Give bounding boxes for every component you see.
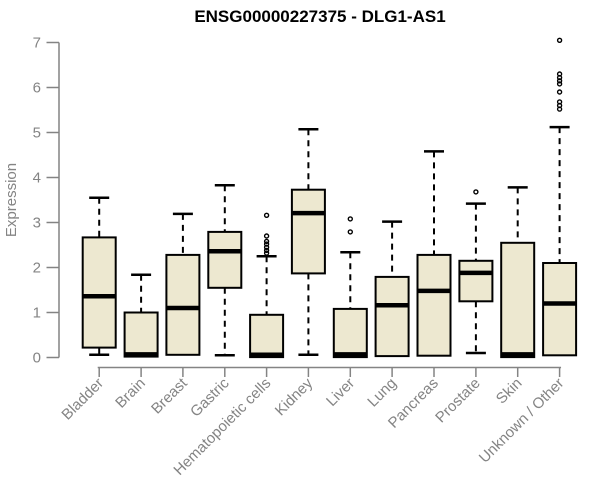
outlier-point: [556, 71, 563, 77]
outlier-point: [263, 233, 270, 239]
y-axis-tick-label: 4: [33, 170, 41, 187]
outlier-point: [556, 89, 563, 95]
outlier-point: [263, 238, 270, 245]
outlier-point: [263, 250, 270, 256]
x-axis-label-liver: Liver: [323, 375, 358, 410]
x-axis-label-bladder: Bladder: [58, 375, 107, 424]
outlier-point: [556, 78, 563, 84]
box-rect-liver: [332, 307, 368, 359]
box-rect-prostate: [458, 259, 494, 303]
x-axis-label-brain: Brain: [112, 375, 149, 412]
x-axis-label-lung: Lung: [364, 375, 400, 411]
y-axis-tick-label: 0: [33, 350, 41, 367]
outlier-point: [556, 81, 563, 87]
box-rect-brain: [123, 311, 159, 358]
outlier-point: [263, 247, 270, 254]
box-rect-hematopoietic-cells: [249, 313, 285, 359]
x-axis-label-prostate: Prostate: [432, 375, 484, 427]
y-axis-tick-label: 6: [33, 80, 41, 97]
outlier-point: [473, 189, 479, 195]
chart-title: ENSG00000227375 - DLG1-AS1: [194, 7, 445, 26]
outlier-point: [263, 244, 270, 251]
outlier-point: [263, 241, 270, 247]
box-rect-skin: [500, 241, 536, 359]
box-rect-kidney: [290, 188, 326, 275]
outlier-point: [347, 229, 353, 235]
box-rect-lung: [374, 275, 410, 358]
outlier-point: [556, 37, 563, 43]
y-axis-tick-label: 1: [33, 305, 41, 322]
box-rect-pancreas: [416, 253, 452, 357]
y-axis-title: Expression: [3, 163, 20, 237]
y-axis-tick-label: 5: [33, 125, 41, 142]
y-axis-tick-label: 7: [33, 35, 41, 52]
box-rect-unknown-other: [542, 262, 578, 357]
outlier-point: [263, 212, 270, 219]
x-axis-label-skin: Skin: [493, 375, 526, 408]
y-axis-tick-label: 3: [33, 215, 41, 232]
box-rect-bladder: [81, 236, 117, 349]
x-axis-label-breast: Breast: [148, 374, 191, 417]
outlier-point: [347, 216, 353, 222]
box-rect-gastric: [207, 230, 243, 289]
outlier-point: [556, 99, 563, 105]
y-axis-tick-label: 2: [33, 260, 41, 277]
x-axis-label-kidney: Kidney: [272, 374, 317, 419]
box-rect-breast: [165, 253, 201, 356]
